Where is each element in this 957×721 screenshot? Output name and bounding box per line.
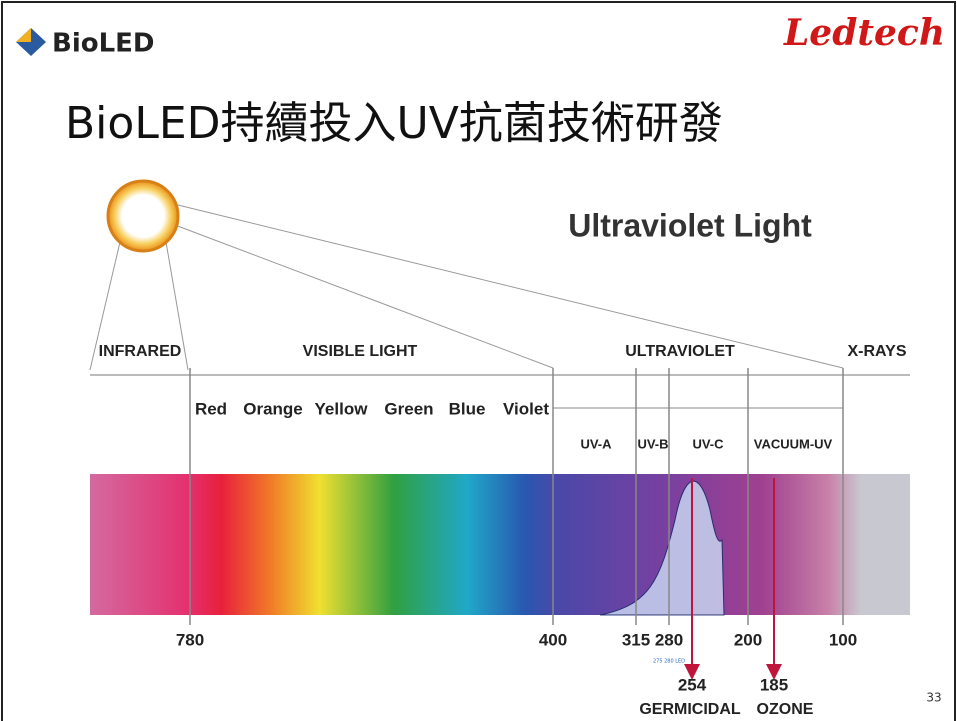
uv-band-label: UV-C (692, 436, 724, 451)
spectrum (90, 474, 910, 615)
region-label: INFRARED (99, 343, 182, 360)
color-label: Red (195, 399, 227, 418)
color-label: Orange (243, 399, 303, 418)
brand: Ledtech (783, 12, 945, 54)
marker-wavelength: 185 (760, 675, 788, 694)
wavelength-label: 280 (655, 630, 683, 649)
wavelength-label: 400 (539, 630, 567, 649)
color-label: Green (384, 399, 433, 418)
marker-wavelength: 254 (678, 675, 707, 694)
uv-band-label: VACUUM-UV (754, 436, 833, 451)
led-note: 275 280 LED (653, 659, 685, 665)
region-label: VISIBLE LIGHT (303, 343, 418, 360)
wavelength-label: 780 (176, 630, 204, 649)
marker-label: OZONE (757, 701, 814, 718)
slide: BioLED Ledtech BioLED持續投入UV抗菌技術研發 Ultrav… (0, 0, 957, 721)
wavelength-label: 100 (829, 630, 857, 649)
region-label: ULTRAVIOLET (625, 343, 735, 360)
sun (108, 181, 178, 251)
wavelength-label: 200 (734, 630, 762, 649)
region-label: X-RAYS (848, 343, 907, 360)
color-label: Blue (449, 399, 486, 418)
wavelength-label: 315 (622, 630, 650, 649)
diagram-title: Ultraviolet Light (568, 207, 812, 243)
uv-band-label: UV-A (580, 436, 612, 451)
logo: BioLED (16, 28, 155, 59)
marker-label: GERMICIDAL (639, 701, 741, 718)
uv-band-label: UV-B (637, 436, 668, 451)
logo-text: BioLED (52, 29, 155, 59)
page-number: 33 (926, 691, 941, 705)
slide-title: BioLED持續投入UV抗菌技術研發 (65, 98, 723, 149)
color-label: Violet (503, 399, 549, 418)
color-label: Yellow (315, 399, 369, 418)
